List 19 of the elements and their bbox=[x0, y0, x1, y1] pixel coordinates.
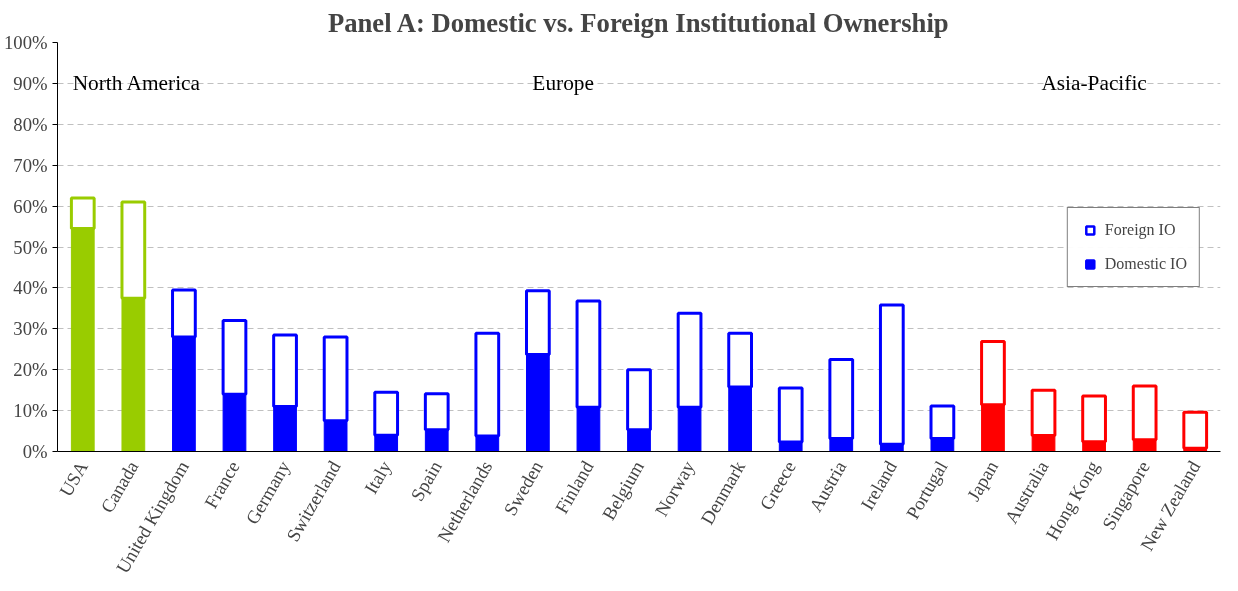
y-tick-label: 0% bbox=[22, 441, 48, 462]
annotation: Asia-Pacific bbox=[1041, 71, 1147, 96]
legend-label: Domestic IO bbox=[1104, 254, 1187, 273]
y-tick-label: 50% bbox=[13, 236, 48, 258]
y-tick-label: 30% bbox=[13, 318, 48, 340]
y-tick-label: 100% bbox=[3, 32, 48, 53]
y-tick-label: 20% bbox=[13, 359, 48, 381]
y-tick-label: 70% bbox=[13, 154, 48, 176]
annotation: North America bbox=[72, 71, 201, 96]
y-tick-label: 80% bbox=[13, 113, 48, 135]
y-tick-label: 60% bbox=[13, 195, 48, 217]
legend-label: Foreign IO bbox=[1104, 220, 1176, 239]
y-tick-label: 10% bbox=[13, 400, 48, 422]
bar bbox=[1182, 410, 1209, 450]
y-tick-label: 90% bbox=[13, 72, 48, 94]
x-tick-label: USA bbox=[55, 456, 93, 501]
y-tick-label: 40% bbox=[13, 277, 48, 299]
annotation: Europe bbox=[532, 71, 594, 96]
chart-title: Panel A: Domestic vs. Foreign Institutional Ownership bbox=[327, 7, 949, 38]
